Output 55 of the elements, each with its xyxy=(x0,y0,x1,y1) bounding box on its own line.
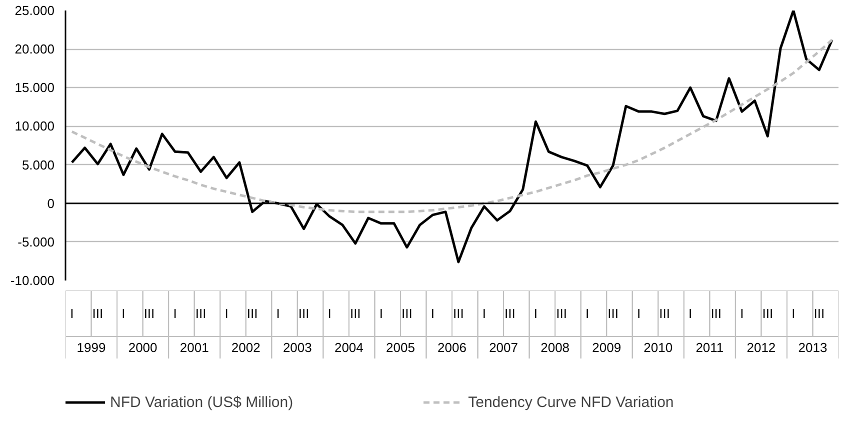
x-tick-label: III xyxy=(144,306,155,321)
y-tick-label: 15.000 xyxy=(14,80,55,96)
x-tick-label: III xyxy=(504,306,516,321)
text: 1999 xyxy=(76,340,106,355)
x-tick-label: III xyxy=(762,306,774,321)
y-tick-label: 10.000 xyxy=(14,118,55,134)
x-tick-label: I xyxy=(276,306,280,321)
text: 2011 xyxy=(696,340,724,355)
text: 2006 xyxy=(438,340,466,355)
x-tick-label: III xyxy=(195,306,206,321)
x-tick-label: I xyxy=(122,306,126,321)
text: 2012 xyxy=(746,340,776,355)
x-tick-label: III xyxy=(453,306,464,321)
x-tick-label: III xyxy=(350,306,361,321)
text: 2007 xyxy=(489,340,518,355)
x-tick-label: I xyxy=(173,306,177,321)
x-tick-label: I xyxy=(70,306,74,321)
text: 2004 xyxy=(334,340,364,355)
x-tick-label: III xyxy=(92,306,104,321)
x-tick-label: I xyxy=(328,306,332,321)
text: 2000 xyxy=(128,340,158,355)
y-tick-label: 5.000 xyxy=(22,157,55,172)
y-tick-label: 0 xyxy=(47,196,55,211)
x-tick-label: I xyxy=(379,306,383,321)
text: 2013 xyxy=(798,340,828,355)
x-tick-label: III xyxy=(710,306,722,321)
text: 2005 xyxy=(386,340,415,355)
x-tick-label: III xyxy=(298,306,310,321)
text: 2009 xyxy=(592,340,622,355)
x-tick-label: I xyxy=(792,306,796,321)
x-tick-label: III xyxy=(814,306,825,321)
x-tick-label: I xyxy=(224,306,228,321)
legend-label: NFD Variation (US$ Million) xyxy=(110,394,294,410)
x-tick-label: III xyxy=(556,306,567,321)
text: 2002 xyxy=(231,340,260,355)
x-tick-label: I xyxy=(585,306,590,321)
text: 2003 xyxy=(282,340,312,355)
x-tick-label: III xyxy=(608,306,618,321)
x-tick-label: I xyxy=(482,306,486,321)
text: 2008 xyxy=(540,340,570,355)
text: 2001 xyxy=(180,340,209,355)
x-tick-label: III xyxy=(246,306,258,321)
y-tick-label: -5.000 xyxy=(18,234,55,250)
x-tick-label: I xyxy=(534,306,538,321)
legend-label: Tendency Curve NFD Variation xyxy=(468,394,674,410)
y-tick-label: -10.000 xyxy=(10,273,55,288)
x-tick-label: I xyxy=(637,306,641,321)
text: 2010 xyxy=(644,340,673,355)
y-tick-label: 25.000 xyxy=(14,3,55,18)
x-tick-label: I xyxy=(430,306,434,321)
y-tick-label: 20.000 xyxy=(14,42,55,57)
x-tick-label: III xyxy=(659,306,670,321)
x-tick-label: I xyxy=(688,306,692,321)
x-tick-label: III xyxy=(401,306,412,321)
x-tick-label: I xyxy=(740,306,744,321)
